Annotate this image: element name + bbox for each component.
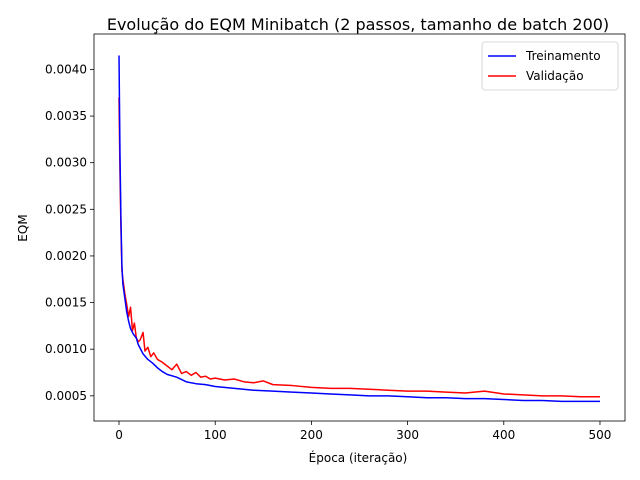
y-tick-label: 0.0040 — [45, 62, 87, 76]
y-axis-ticks: 0.0005 0.0010 0.0015 0.0020 0.0025 0.0030 0.00… — [45, 62, 94, 403]
legend-label-treinamento: Treinamento — [525, 49, 601, 63]
legend-label-validacao: Validação — [526, 69, 584, 83]
x-tick-label: 200 — [300, 428, 323, 442]
y-tick-label: 0.0005 — [45, 389, 87, 403]
y-tick-label: 0.0015 — [45, 296, 87, 310]
series-lines — [118, 55, 600, 403]
x-tick-label: 400 — [492, 428, 515, 442]
y-tick-label: 0.0035 — [45, 109, 87, 123]
chart-title: Evolução do EQM Minibatch (2 passos, tam… — [107, 15, 609, 34]
y-tick-label: 0.0010 — [45, 342, 87, 356]
legend: Treinamento Validação — [481, 41, 619, 91]
x-tick-label: 300 — [396, 428, 419, 442]
x-axis-ticks: 0 100 200 300 400 500 — [115, 421, 611, 442]
series-line-validacao — [118, 97, 600, 398]
plot-area-frame — [93, 33, 626, 422]
series-line-treinamento — [118, 55, 600, 403]
y-tick-label: 0.0020 — [45, 249, 87, 263]
x-tick-label: 0 — [115, 428, 123, 442]
y-axis-label: EQM — [16, 214, 30, 241]
y-tick-label: 0.0025 — [45, 202, 87, 216]
y-tick-label: 0.0030 — [45, 156, 87, 170]
x-tick-label: 500 — [589, 428, 612, 442]
x-axis-label: Época (iteração) — [309, 450, 408, 465]
x-tick-label: 100 — [204, 428, 227, 442]
legend-box — [481, 41, 619, 91]
